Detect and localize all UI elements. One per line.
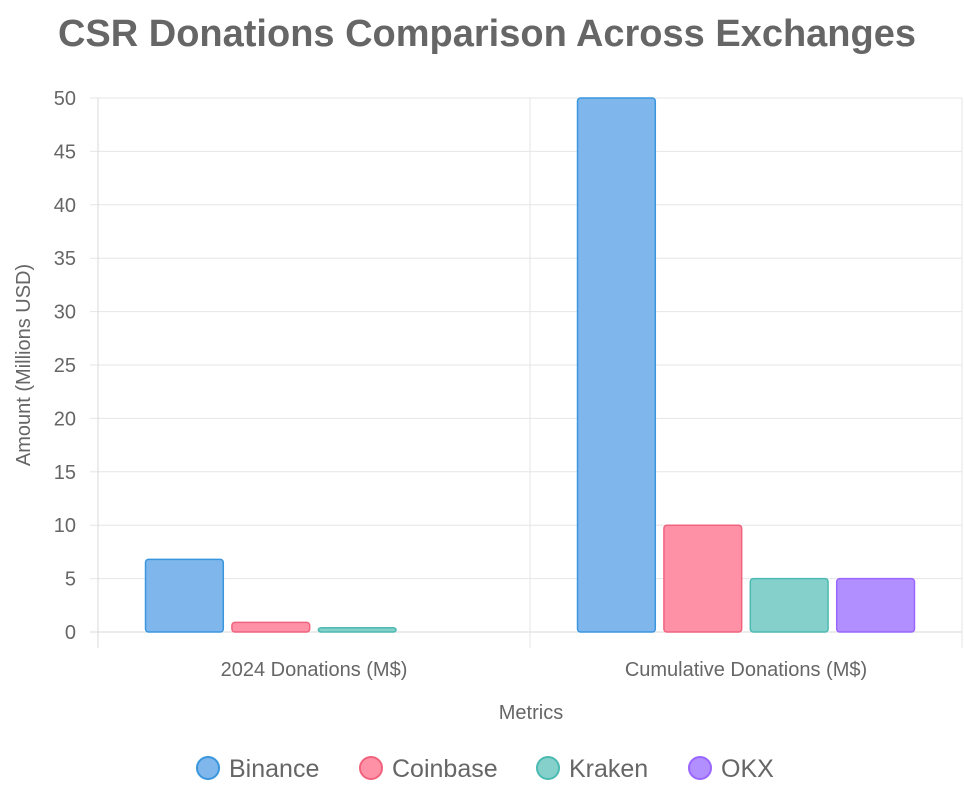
legend-marker-okx [688, 756, 712, 780]
y-tick-labels: 0 5 10 15 20 25 30 35 40 45 50 [54, 88, 76, 644]
legend: Binance Coinbase Kraken OKX [196, 755, 774, 783]
legend-label-okx[interactable]: OKX [721, 755, 774, 783]
y-tick-label: 0 [65, 622, 76, 644]
bar-kraken [749, 577, 829, 633]
legend-marker-coinbase [359, 756, 383, 780]
bar-binance [144, 558, 225, 633]
legend-label-binance[interactable]: Binance [229, 755, 319, 783]
y-tick-label: 15 [54, 462, 76, 484]
legend-label-coinbase[interactable]: Coinbase [392, 755, 498, 783]
y-tick-label: 45 [54, 141, 76, 163]
x-tick-label: 2024 Donations (M$) [221, 659, 408, 681]
grid-lines [90, 97, 963, 648]
bar-coinbase [663, 524, 743, 633]
y-tick-label: 40 [54, 195, 76, 217]
y-tick-label: 50 [54, 88, 76, 110]
x-tick-labels: 2024 Donations (M$) Cumulative Donations … [221, 659, 868, 681]
y-tick-label: 35 [54, 248, 76, 270]
y-axis-title: Amount (Millions USD) [13, 264, 35, 466]
legend-label-kraken[interactable]: Kraken [569, 755, 648, 783]
bar-coinbase [231, 621, 311, 633]
chart-title: CSR Donations Comparison Across Exchange… [58, 13, 916, 55]
bar-binance [576, 97, 657, 633]
y-tick-label: 25 [54, 355, 76, 377]
x-tick-label: Cumulative Donations (M$) [625, 659, 867, 681]
x-axis-title: Metrics [499, 702, 563, 724]
y-tick-label: 30 [54, 302, 76, 324]
bar-okx [835, 577, 916, 633]
legend-marker-binance [196, 756, 220, 780]
y-tick-label: 10 [54, 515, 76, 537]
legend-marker-kraken [536, 756, 560, 780]
y-tick-label: 20 [54, 408, 76, 430]
bar-kraken [317, 626, 397, 633]
bars [144, 97, 916, 633]
y-tick-label: 5 [65, 569, 76, 591]
